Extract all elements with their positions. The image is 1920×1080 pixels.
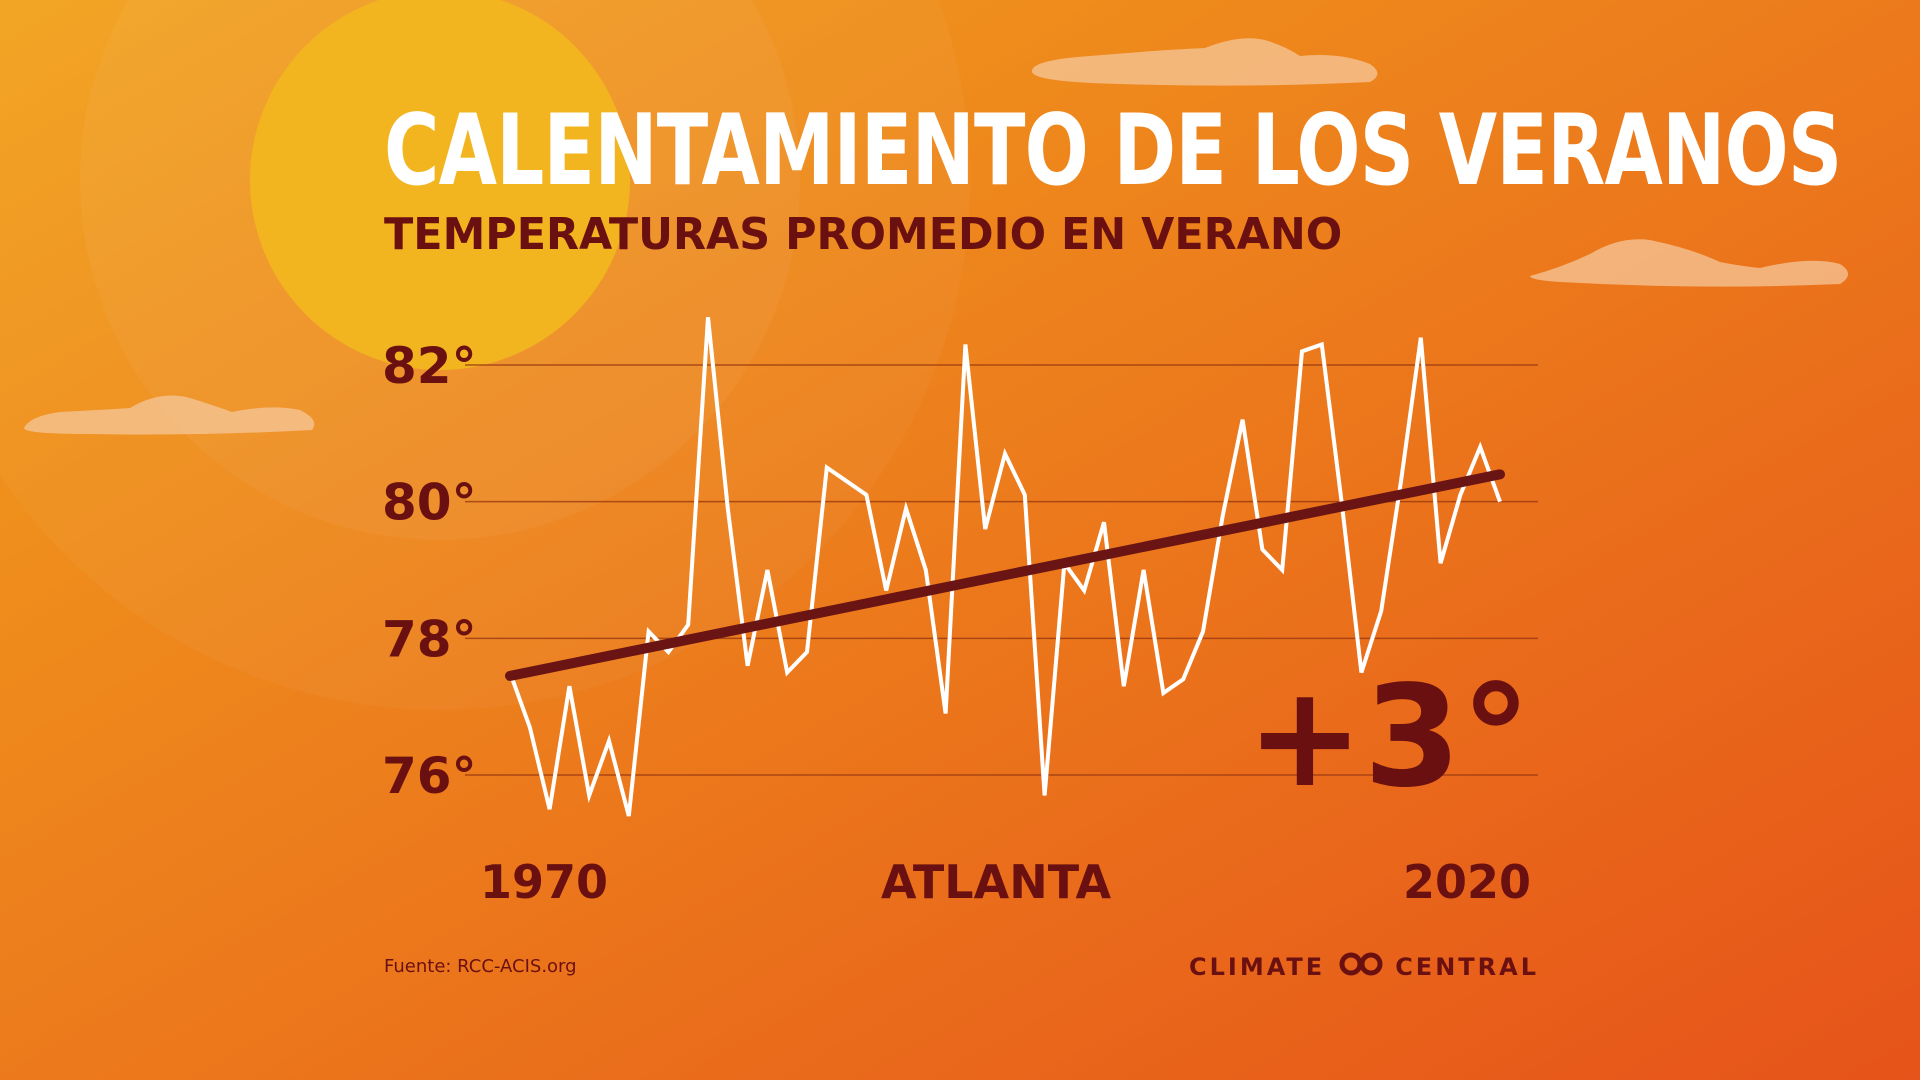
data-point bbox=[1300, 349, 1304, 353]
data-point bbox=[1439, 561, 1443, 565]
data-point bbox=[983, 527, 987, 531]
data-point bbox=[666, 650, 670, 654]
data-point bbox=[1201, 630, 1205, 634]
data-point bbox=[1260, 548, 1264, 552]
data-point bbox=[567, 684, 571, 688]
data-point bbox=[864, 493, 868, 497]
data-point bbox=[1379, 609, 1383, 613]
data-point bbox=[1280, 568, 1284, 572]
cloud-icon bbox=[1031, 38, 1378, 86]
data-point bbox=[627, 814, 631, 818]
data-point bbox=[1320, 343, 1324, 347]
data-point bbox=[1142, 568, 1146, 572]
data-point bbox=[963, 343, 967, 347]
data-point bbox=[1043, 794, 1047, 798]
data-point bbox=[1419, 336, 1423, 340]
y-axis-ticks: 82° 80° 78° 76° bbox=[382, 337, 477, 805]
chart-subtitle: TEMPERATURAS PROMEDIO EN VERANO bbox=[384, 209, 1343, 260]
data-point bbox=[1082, 589, 1086, 593]
source-note: Fuente: RCC-ACIS.org bbox=[384, 956, 577, 977]
y-tick-label: 76° bbox=[382, 747, 477, 805]
data-point bbox=[746, 664, 750, 668]
data-point bbox=[1458, 493, 1462, 497]
data-point bbox=[587, 794, 591, 798]
trend-layer bbox=[505, 469, 1505, 681]
data-point bbox=[706, 315, 710, 319]
data-point bbox=[884, 589, 888, 593]
data-point bbox=[1241, 418, 1245, 422]
data-point bbox=[686, 623, 690, 627]
data-point bbox=[785, 671, 789, 675]
data-point bbox=[1102, 520, 1106, 524]
sun-icon bbox=[250, 0, 630, 370]
climate-central-logo: CLIMATE CENTRAL bbox=[1189, 952, 1539, 982]
y-tick-label: 78° bbox=[382, 610, 477, 668]
chart-title: CALENTAMIENTO DE LOS VERANOS bbox=[384, 94, 1842, 208]
data-point bbox=[1498, 500, 1502, 504]
data-point bbox=[726, 507, 730, 511]
data-point bbox=[528, 725, 532, 729]
cloud-icon bbox=[24, 395, 315, 435]
data-point bbox=[1181, 677, 1185, 681]
y-tick-label: 82° bbox=[382, 337, 477, 395]
data-point bbox=[548, 807, 552, 811]
climate-central-logo-icon bbox=[1337, 952, 1385, 982]
data-point bbox=[1122, 684, 1126, 688]
data-point bbox=[1399, 479, 1403, 483]
x-tick-label-end: 2020 bbox=[1403, 855, 1531, 909]
x-tick-label-start: 1970 bbox=[480, 855, 608, 909]
data-point bbox=[944, 712, 948, 716]
data-point bbox=[1478, 445, 1482, 449]
y-tick-label: 80° bbox=[382, 474, 477, 532]
data-point bbox=[647, 630, 651, 634]
location-label: ATLANTA bbox=[881, 855, 1112, 909]
data-point bbox=[825, 466, 829, 470]
brand-left-text: CLIMATE bbox=[1188, 953, 1326, 981]
data-point bbox=[765, 568, 769, 572]
data-point bbox=[1023, 493, 1027, 497]
data-point bbox=[607, 739, 611, 743]
data-point bbox=[924, 568, 928, 572]
data-point bbox=[904, 507, 908, 511]
data-point bbox=[845, 479, 849, 483]
cloud-icon bbox=[1530, 239, 1848, 287]
change-label: +3° bbox=[1246, 656, 1531, 819]
data-point bbox=[1003, 452, 1007, 456]
data-point bbox=[1221, 513, 1225, 517]
data-point bbox=[1161, 691, 1165, 695]
data-point bbox=[805, 650, 809, 654]
brand-right-text: CENTRAL bbox=[1395, 953, 1539, 981]
trend-line bbox=[505, 469, 1505, 681]
